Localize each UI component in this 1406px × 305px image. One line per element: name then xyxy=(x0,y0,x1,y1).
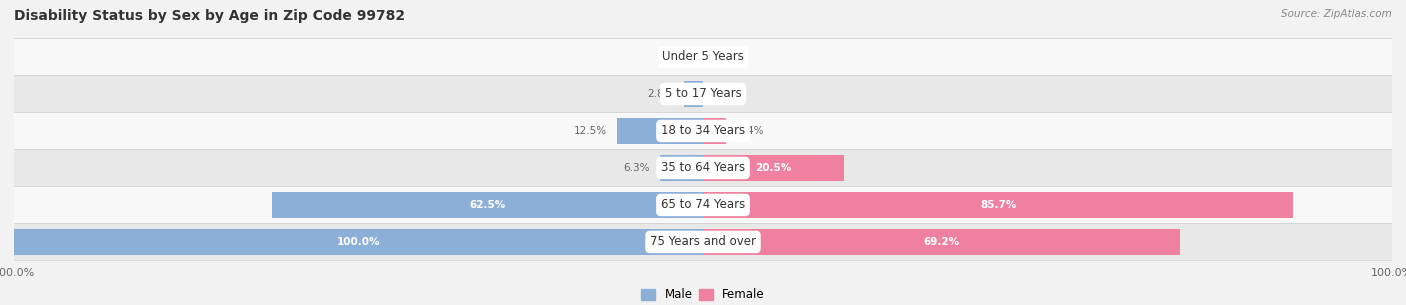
Text: 0.0%: 0.0% xyxy=(713,89,740,99)
Bar xyxy=(14,149,1392,186)
Bar xyxy=(703,118,727,144)
Text: 12.5%: 12.5% xyxy=(574,126,606,136)
Bar xyxy=(659,155,703,181)
Bar xyxy=(14,224,1392,260)
Text: 0.0%: 0.0% xyxy=(666,52,693,62)
Bar xyxy=(14,75,1392,113)
Bar xyxy=(273,192,703,218)
Bar xyxy=(703,155,844,181)
Bar xyxy=(14,229,703,255)
Bar xyxy=(703,229,1180,255)
Text: 6.3%: 6.3% xyxy=(623,163,650,173)
Text: 75 Years and over: 75 Years and over xyxy=(650,235,756,249)
Text: 5 to 17 Years: 5 to 17 Years xyxy=(665,88,741,100)
Text: 3.4%: 3.4% xyxy=(737,126,763,136)
Text: Source: ZipAtlas.com: Source: ZipAtlas.com xyxy=(1281,9,1392,19)
Text: 35 to 64 Years: 35 to 64 Years xyxy=(661,161,745,174)
Bar xyxy=(14,38,1392,75)
Text: 2.8%: 2.8% xyxy=(647,89,673,99)
Text: 100.0%: 100.0% xyxy=(337,237,380,247)
Bar xyxy=(14,113,1392,149)
Text: 18 to 34 Years: 18 to 34 Years xyxy=(661,124,745,138)
Bar xyxy=(14,186,1392,224)
Text: 0.0%: 0.0% xyxy=(713,52,740,62)
Text: 20.5%: 20.5% xyxy=(755,163,792,173)
Bar xyxy=(703,192,1294,218)
Text: 65 to 74 Years: 65 to 74 Years xyxy=(661,199,745,211)
Bar xyxy=(683,81,703,107)
Text: 62.5%: 62.5% xyxy=(470,200,506,210)
Text: 69.2%: 69.2% xyxy=(924,237,959,247)
Text: 85.7%: 85.7% xyxy=(980,200,1017,210)
Text: Under 5 Years: Under 5 Years xyxy=(662,50,744,63)
Bar xyxy=(617,118,703,144)
Text: Disability Status by Sex by Age in Zip Code 99782: Disability Status by Sex by Age in Zip C… xyxy=(14,9,405,23)
Legend: Male, Female: Male, Female xyxy=(637,284,769,305)
